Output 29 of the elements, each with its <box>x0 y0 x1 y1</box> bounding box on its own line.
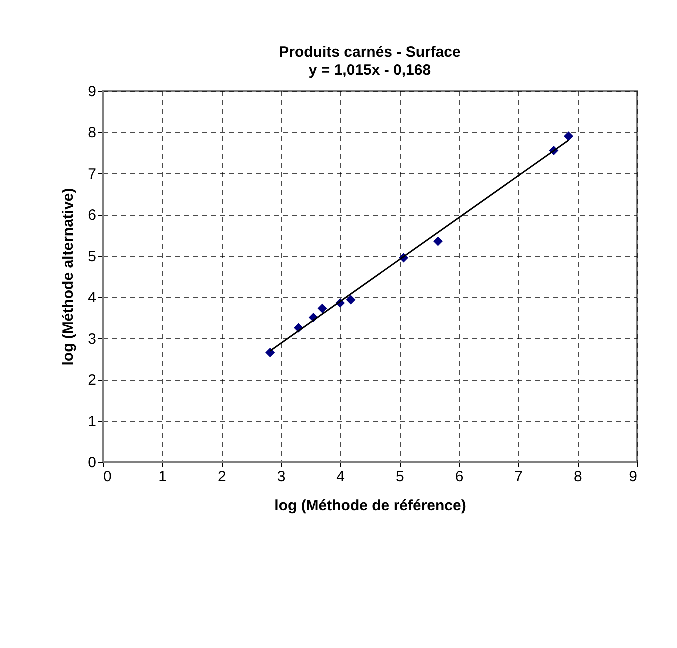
y-axis-title: log (Méthode alternative) <box>60 188 78 366</box>
x-tick-label: 6 <box>455 468 464 486</box>
x-tick-label: 0 <box>104 468 112 486</box>
x-tick-label: 2 <box>218 468 226 486</box>
y-tick-label: 8 <box>88 124 96 142</box>
y-tick-label: 1 <box>88 413 96 430</box>
x-tick-label: 8 <box>574 468 582 486</box>
point <box>564 132 574 142</box>
y-tick-label: 2 <box>88 372 96 390</box>
point <box>346 295 356 305</box>
x-axis-title: log (Méthode de référence) <box>274 498 466 514</box>
x-tick-label: 9 <box>629 468 638 486</box>
y-tick-label: 7 <box>88 166 96 183</box>
y-tick-label: 5 <box>88 248 96 266</box>
chart-title: Produits carnés - Surface <box>279 44 461 61</box>
x-tick-label: 4 <box>336 468 346 486</box>
point <box>266 348 276 358</box>
y-tick-label: 9 <box>88 84 96 100</box>
y-tick-label: 6 <box>88 207 96 224</box>
y-tick-label: 4 <box>88 290 96 307</box>
point <box>318 304 328 314</box>
chart-subtitle: y = 1,015x - 0,168 <box>308 62 432 79</box>
x-tick-label: 5 <box>396 468 404 486</box>
point <box>433 236 443 246</box>
y-tick-label: 3 <box>88 330 96 348</box>
x-tick-label: 1 <box>158 468 168 486</box>
x-tick-label: 3 <box>277 468 286 486</box>
x-tick-label: 7 <box>514 468 524 486</box>
y-tick-label: 0 <box>88 454 96 472</box>
